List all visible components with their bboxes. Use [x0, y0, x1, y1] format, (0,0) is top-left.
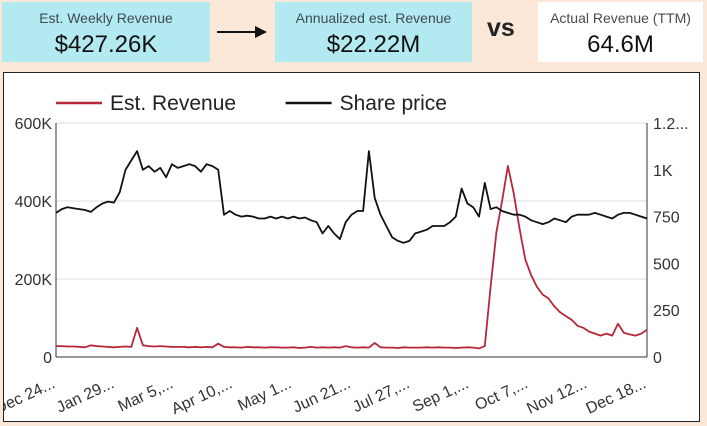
actual-revenue-label: Actual Revenue (TTM) [550, 10, 691, 26]
share-price-line [55, 150, 648, 244]
weekly-revenue-value: $427.26K [54, 31, 158, 58]
y-right-tick-label: 250 [653, 303, 680, 320]
annualized-revenue-card: Annualized est. Revenue $22.22M [275, 2, 472, 62]
y-right-tick-label: 1.2... [653, 116, 689, 133]
x-tick-label: Apr 10,... [169, 375, 235, 418]
chart-panel: 0 200K 400K 600K 0 250 500 750 1K 1.2... Dec 24...… [3, 72, 700, 422]
actual-revenue-value: 64.6M [587, 31, 654, 58]
annualized-revenue-value: $22.22M [326, 31, 421, 58]
y-right-tick-label: 1K [653, 163, 673, 180]
x-tick-label: Nov 12... [524, 375, 589, 417]
arrow-right-icon [217, 26, 267, 38]
x-tick-label: Mar 5,... [116, 375, 176, 415]
x-tick-label: Oct 7,... [473, 375, 531, 414]
revenue-share-chart: 0 200K 400K 600K 0 250 500 750 1K 1.2... Dec 24...… [4, 92, 689, 418]
annualized-revenue-label: Annualized est. Revenue [295, 10, 452, 26]
vs-label: vs [487, 14, 515, 42]
weekly-revenue-card: Est. Weekly Revenue $427.26K [2, 2, 210, 62]
y-right-tick-label: 500 [653, 256, 680, 273]
x-tick-label: Dec 18... [583, 375, 648, 417]
y-left-tick-label: 200K [15, 272, 53, 289]
x-tick-label: Dec 24... [4, 375, 58, 417]
legend-label: Est. Revenue [110, 92, 236, 115]
x-tick-label: Jul 27,... [350, 375, 412, 416]
y-left-tick-label: 600K [15, 116, 53, 133]
est-revenue-line [56, 165, 648, 350]
y-left-tick-label: 400K [15, 194, 53, 211]
x-tick-label: May 1... [235, 375, 294, 414]
weekly-revenue-label: Est. Weekly Revenue [39, 10, 173, 26]
y-left-tick-label: 0 [43, 350, 52, 367]
x-tick-label: Jan 29... [54, 375, 117, 416]
actual-revenue-card: Actual Revenue (TTM) 64.6M [538, 2, 703, 62]
x-tick-label: Jun 21... [290, 375, 353, 416]
y-right-tick-label: 0 [653, 350, 662, 367]
y-right-tick-label: 750 [653, 210, 680, 227]
legend-label: Share price [340, 92, 447, 115]
x-tick-label: Sep 1,... [410, 375, 471, 416]
